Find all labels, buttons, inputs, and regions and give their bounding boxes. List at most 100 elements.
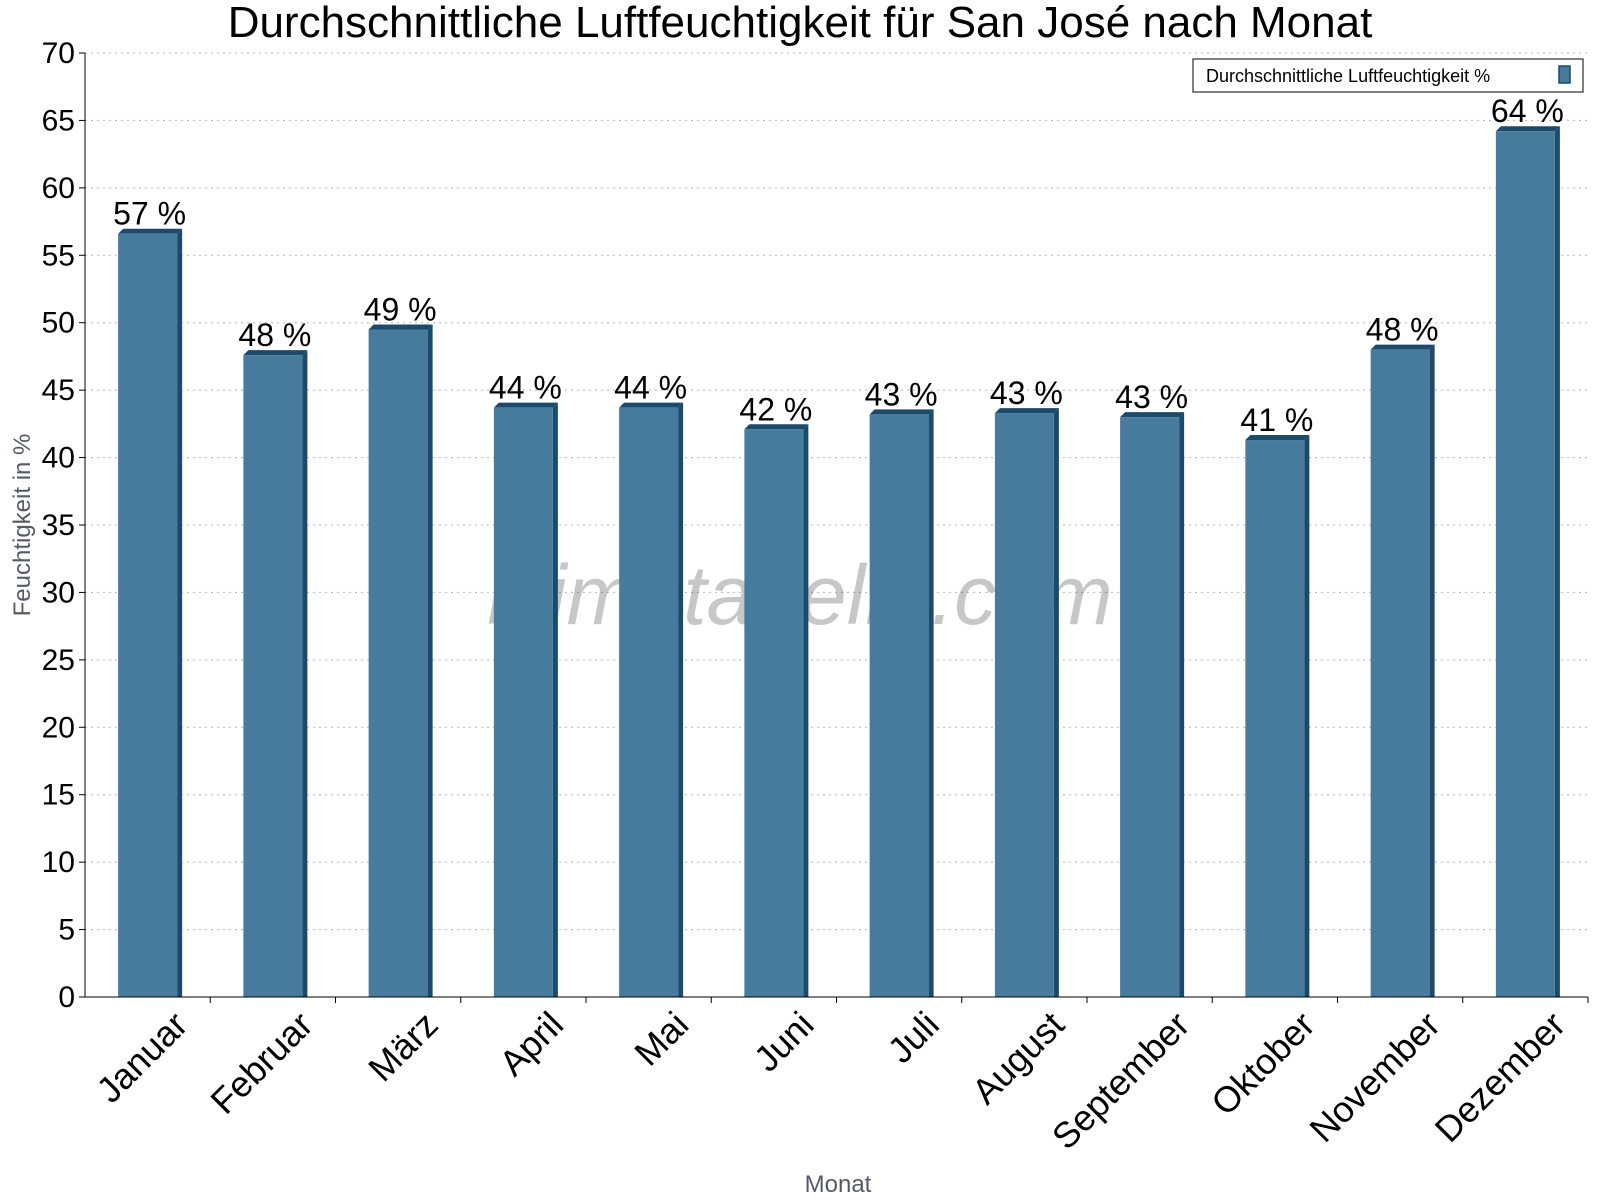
bar-top-1 — [243, 350, 308, 356]
bar-6 — [869, 414, 929, 998]
legend-label: Durchschnittliche Luftfeuchtigkeit % — [1206, 66, 1490, 86]
bar-side-8 — [1179, 412, 1185, 998]
y-tick-label-45: 45 — [42, 374, 75, 407]
y-tick-label-50: 50 — [42, 307, 75, 340]
bar-side-2 — [427, 324, 433, 997]
bar-top-8 — [1120, 412, 1185, 418]
bar-value-label-2: 49 % — [364, 291, 437, 327]
bar-side-5 — [803, 424, 809, 997]
bar-group-3: 44 % — [489, 370, 562, 997]
bar-group-2: 49 % — [364, 291, 437, 997]
y-tick-label-5: 5 — [58, 914, 75, 947]
y-tick-label-10: 10 — [42, 846, 75, 879]
bar-side-9 — [1304, 435, 1310, 997]
legend: Durchschnittliche Luftfeuchtigkeit % — [1192, 58, 1584, 93]
bar-value-label-10: 48 % — [1366, 312, 1439, 348]
bar-group-4: 44 % — [614, 370, 687, 997]
bar-side-4 — [678, 402, 684, 997]
y-tick-label-40: 40 — [42, 442, 75, 475]
bar-side-3 — [552, 402, 558, 997]
y-tick-label-60: 60 — [42, 172, 75, 205]
bar-group-9: 41 % — [1240, 402, 1313, 997]
bar-top-9 — [1245, 435, 1310, 441]
x-tick-label-0: Januar — [88, 1004, 195, 1111]
bar-5 — [744, 429, 804, 997]
bars: 57 % 48 % 49 % 44 % 44 % 42 % 43 % 43 % 43 % 41 %… — [113, 93, 1564, 998]
x-tick-label-11: Dezember — [1427, 1004, 1573, 1150]
bar-top-4 — [619, 402, 684, 408]
y-tick-label-65: 65 — [42, 104, 75, 137]
x-tick-label-7: August — [964, 1004, 1072, 1112]
bar-2 — [368, 329, 428, 997]
bar-group-7: 43 % — [990, 375, 1063, 997]
bar-value-label-6: 43 % — [865, 376, 938, 412]
x-tick-label-9: Oktober — [1203, 1004, 1323, 1124]
bar-value-label-1: 48 % — [238, 317, 311, 353]
y-tick-label-70: 70 — [42, 37, 75, 70]
x-tick-label-6: Juli — [880, 1004, 947, 1071]
bar-side-11 — [1554, 126, 1560, 997]
y-tick-label-30: 30 — [42, 576, 75, 609]
bar-top-6 — [869, 409, 934, 415]
x-tick-label-1: Februar — [202, 1004, 320, 1122]
y-tick-label-15: 15 — [42, 779, 75, 812]
y-tick-label-55: 55 — [42, 239, 75, 272]
bar-top-10 — [1370, 344, 1435, 350]
x-tick-labels: Januar Februar März April Mai Juni Juli AugustS… — [88, 1004, 1573, 1158]
bar-top-3 — [493, 402, 558, 408]
bar-top-11 — [1495, 126, 1560, 132]
chart-title: Durchschnittliche Luftfeuchtigkeit für S… — [228, 0, 1373, 47]
bar-7 — [994, 413, 1054, 997]
bar-value-label-3: 44 % — [489, 370, 562, 406]
bar-8 — [1120, 417, 1180, 998]
y-tick-label-0: 0 — [58, 981, 75, 1014]
bar-side-7 — [1053, 408, 1059, 997]
bar-group-11: 64 % — [1491, 93, 1564, 997]
bar-4 — [619, 407, 679, 997]
bar-value-label-0: 57 % — [113, 196, 186, 232]
bar-11 — [1495, 131, 1555, 997]
bar-value-label-8: 43 % — [1115, 379, 1188, 415]
bar-value-label-7: 43 % — [990, 375, 1063, 411]
bar-value-label-11: 64 % — [1491, 93, 1564, 129]
bar-side-10 — [1429, 344, 1435, 998]
y-tick-label-35: 35 — [42, 509, 75, 542]
legend-box — [1192, 58, 1584, 93]
bar-group-10: 48 % — [1366, 312, 1439, 998]
bar-top-0 — [118, 228, 183, 234]
bar-side-0 — [177, 228, 183, 998]
x-tick-label-10: November — [1301, 1004, 1447, 1150]
bar-1 — [243, 355, 303, 998]
bar-value-label-4: 44 % — [614, 370, 687, 406]
x-tick-label-4: Mai — [626, 1004, 696, 1074]
bar-0 — [118, 233, 178, 998]
bar-3 — [493, 407, 553, 997]
y-tick-label-25: 25 — [42, 644, 75, 677]
bar-group-0: 57 % — [113, 196, 186, 998]
bar-side-6 — [928, 409, 934, 998]
bar-group-6: 43 % — [865, 376, 938, 998]
bar-group-5: 42 % — [739, 391, 812, 997]
bar-group-8: 43 % — [1115, 379, 1188, 998]
axes — [79, 52, 1589, 1003]
bar-10 — [1370, 349, 1430, 998]
bar-top-5 — [744, 424, 809, 430]
bar-top-7 — [994, 408, 1059, 414]
x-tick-label-2: März — [360, 1004, 446, 1090]
bar-top-2 — [368, 324, 433, 330]
bar-group-1: 48 % — [238, 317, 311, 998]
y-axis-title: Feuchtigkeit in % — [9, 434, 36, 617]
bar-value-label-5: 42 % — [739, 391, 812, 427]
y-tick-labels: 0 5 10 15 20 25 30 35 40 45 50 55 60 65 70 — [42, 37, 75, 1014]
x-tick-label-5: Juni — [746, 1004, 822, 1080]
bar-9 — [1245, 440, 1305, 997]
bar-side-1 — [302, 350, 308, 998]
x-tick-label-3: April — [491, 1004, 571, 1084]
x-tick-label-8: September — [1044, 1004, 1198, 1158]
x-axis-title: Monat — [805, 1171, 872, 1198]
bar-value-label-9: 41 % — [1240, 402, 1313, 438]
grid-lines — [85, 52, 1588, 931]
y-tick-label-20: 20 — [42, 711, 75, 744]
legend-swatch — [1558, 65, 1571, 84]
